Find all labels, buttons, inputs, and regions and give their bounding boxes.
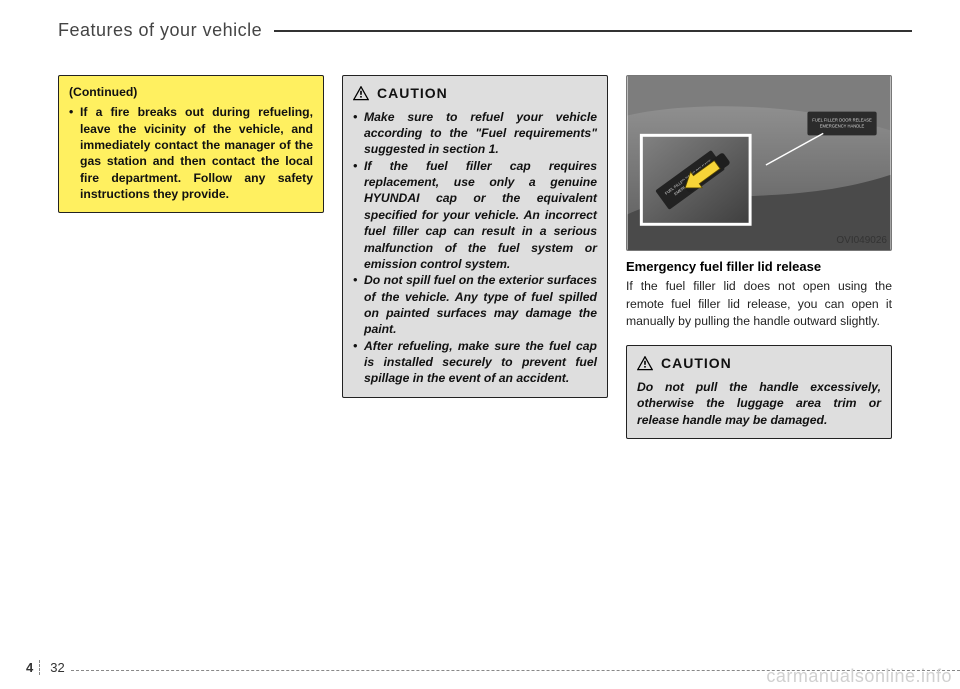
columns: (Continued) If a fire breaks out during … bbox=[58, 75, 912, 439]
caution-body: Do not pull the handle excessively, othe… bbox=[637, 379, 881, 428]
figure-code: OVI049026 bbox=[836, 235, 887, 246]
page-header: Features of your vehicle bbox=[58, 20, 912, 41]
caution-icon bbox=[353, 86, 369, 100]
caution-item: Make sure to refuel your vehicle accordi… bbox=[353, 109, 597, 158]
watermark: carmanualsonline.info bbox=[766, 666, 952, 687]
continued-warning-box: (Continued) If a fire breaks out during … bbox=[58, 75, 324, 213]
header-title: Features of your vehicle bbox=[58, 20, 274, 41]
caution-label: CAUTION bbox=[377, 84, 448, 103]
caution-heading: CAUTION bbox=[637, 354, 881, 373]
continued-item: If a fire breaks out during refuel­ing, … bbox=[69, 104, 313, 202]
caution-item: If the fuel filler cap requires replacem… bbox=[353, 158, 597, 272]
continued-list: If a fire breaks out during refuel­ing, … bbox=[69, 104, 313, 202]
section-title: Emergency fuel filler lid release bbox=[626, 259, 892, 274]
svg-text:EMERGENCY HANDLE: EMERGENCY HANDLE bbox=[820, 123, 865, 128]
caution-item: Do not spill fuel on the exterior surfac… bbox=[353, 272, 597, 337]
caution-icon bbox=[637, 356, 653, 370]
page-number: 32 bbox=[48, 660, 64, 675]
header-rule bbox=[274, 30, 912, 32]
caution-label: CAUTION bbox=[661, 354, 732, 373]
manual-page: Features of your vehicle (Continued) If … bbox=[0, 0, 960, 689]
column-3: FUEL FILLER DOOR RELEASE EMERGENCY HANDL… bbox=[626, 75, 892, 439]
page-number-box: 4 32 bbox=[26, 660, 65, 675]
column-2: CAUTION Make sure to refuel your vehicle… bbox=[342, 75, 608, 439]
section-number: 4 bbox=[26, 660, 40, 675]
caution-item: After refueling, make sure the fuel cap … bbox=[353, 338, 597, 387]
svg-text:FUEL FILLER DOOR RELEASE: FUEL FILLER DOOR RELEASE bbox=[812, 117, 872, 122]
section-body: If the fuel filler lid does not open usi… bbox=[626, 278, 892, 331]
caution-box-handle: CAUTION Do not pull the handle excessive… bbox=[626, 345, 892, 439]
emergency-release-figure: FUEL FILLER DOOR RELEASE EMERGENCY HANDL… bbox=[626, 75, 892, 251]
figure-svg: FUEL FILLER DOOR RELEASE EMERGENCY HANDL… bbox=[627, 76, 891, 250]
column-1: (Continued) If a fire breaks out during … bbox=[58, 75, 324, 439]
continued-heading: (Continued) bbox=[69, 84, 313, 100]
caution-box-fueling: CAUTION Make sure to refuel your vehicle… bbox=[342, 75, 608, 398]
caution-heading: CAUTION bbox=[353, 84, 597, 103]
caution-list: Make sure to refuel your vehicle accordi… bbox=[353, 109, 597, 387]
